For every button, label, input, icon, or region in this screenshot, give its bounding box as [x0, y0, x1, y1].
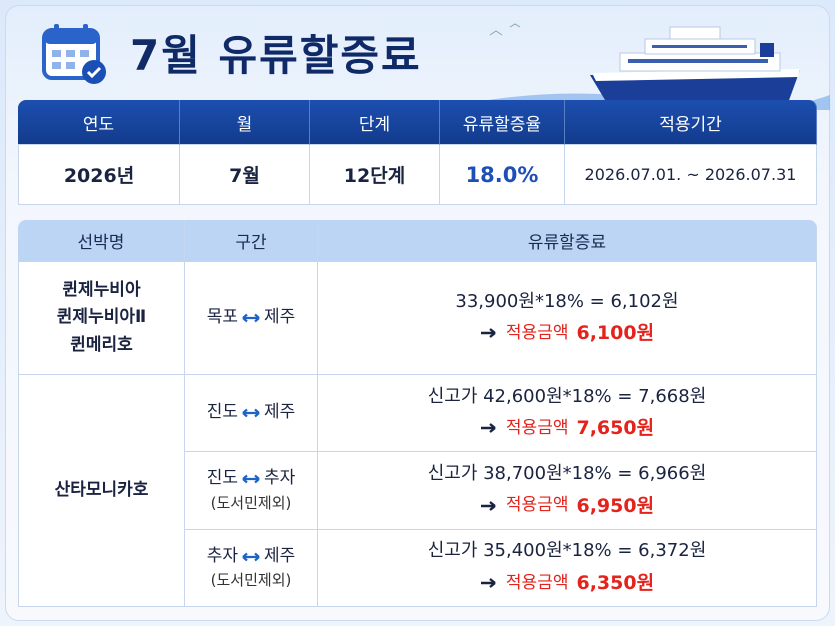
- info-header: 적용기간: [565, 100, 817, 145]
- calendar-icon: [42, 24, 106, 84]
- ship-illustration: [470, 23, 830, 110]
- info-value: 7월: [180, 145, 310, 205]
- applied-label: 적용금액: [505, 495, 569, 516]
- fare-calc: 신고가 35,400원*18% = 6,372원: [427, 540, 707, 562]
- applied-label: 적용금액: [505, 418, 569, 439]
- right-arrow: [480, 500, 498, 511]
- fare-header: 구간: [185, 220, 318, 262]
- applied-amount: 6,950원: [576, 494, 655, 517]
- bidirectional-arrow: [242, 552, 260, 561]
- right-arrow: [480, 578, 496, 589]
- info-header: 유류할증율: [440, 100, 565, 145]
- route-note: (도서민제외): [210, 493, 292, 512]
- route-to: 추자: [264, 468, 296, 489]
- right-arrow: [480, 328, 496, 339]
- bidirectional-arrow: [241, 408, 261, 418]
- route-from: 진도: [206, 468, 238, 489]
- fare-applied: 적용금액 6,950원: [480, 490, 654, 522]
- bidirectional-arrow: [242, 474, 260, 484]
- route: 진도 제주: [207, 400, 296, 426]
- fare-calc: 33,900원*18% = 6,102원: [455, 290, 679, 312]
- info-value: 2026.07.01. ~ 2026.07.31: [565, 145, 817, 205]
- ship-cell: 산타모니카호: [18, 375, 185, 607]
- applied-label: 적용금액: [505, 322, 569, 343]
- route: 진도 추자: [207, 466, 296, 492]
- fare-header: 유류할증료: [318, 220, 817, 262]
- right-arrow: [480, 423, 498, 434]
- ship-name: 퀸제누비아Ⅱ: [56, 307, 147, 328]
- applied-amount: 7,650원: [576, 417, 655, 440]
- right-arrow: [480, 578, 498, 589]
- route-to: 제주: [264, 402, 296, 423]
- fare-applied: 적용금액 7,650원: [480, 412, 654, 444]
- info-header: 단계: [310, 100, 440, 145]
- ship-name: 산타모니카호: [54, 479, 149, 500]
- bidirectional-arrow: [242, 408, 260, 418]
- right-arrow: [480, 328, 498, 339]
- bidirectional-arrow: [241, 313, 261, 323]
- route-to: 제주: [264, 307, 296, 328]
- applied-label: 적용금액: [505, 572, 569, 593]
- fare-applied: 적용금액 6,100원: [480, 317, 654, 349]
- route-from: 추자: [206, 545, 238, 566]
- route-note: (도서민제외): [210, 571, 292, 590]
- fare-header: 선박명: [18, 220, 185, 262]
- bidirectional-arrow: [241, 474, 261, 484]
- route-cell: 목포 제주: [185, 262, 318, 375]
- ship-name: 퀸제누비아: [62, 280, 141, 301]
- bidirectional-arrow: [241, 552, 261, 562]
- route-cell: 진도 추자 (도서민제외): [185, 452, 318, 530]
- info-header: 연도: [18, 100, 180, 145]
- route-cell: 추자 제주 (도서민제외): [185, 529, 318, 607]
- info-value: 18.0%: [440, 145, 565, 205]
- bidirectional-arrow: [242, 313, 260, 323]
- info-value: 2026년: [18, 145, 180, 205]
- applied-amount: 6,350원: [576, 571, 655, 594]
- right-arrow: [480, 423, 496, 434]
- info-value: 12단계: [310, 145, 440, 205]
- route-cell: 진도 제주: [185, 375, 318, 453]
- route: 추자 제주: [207, 544, 296, 570]
- route-from: 진도: [206, 402, 238, 423]
- route: 목포 제주: [207, 305, 296, 331]
- fare-calc: 신고가 42,600원*18% = 7,668원: [427, 385, 707, 407]
- fare-applied: 적용금액 6,350원: [480, 567, 654, 599]
- fare-calc: 신고가 38,700원*18% = 6,966원: [427, 463, 707, 485]
- title: 7월 유류할증료: [130, 31, 422, 80]
- route-to: 제주: [264, 545, 296, 566]
- route-from: 목포: [206, 307, 238, 328]
- ship-name: 퀸메리호: [70, 334, 133, 355]
- right-arrow: [480, 500, 496, 511]
- applied-amount: 6,100원: [576, 322, 655, 345]
- info-header: 월: [180, 100, 310, 145]
